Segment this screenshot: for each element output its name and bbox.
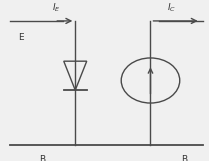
Text: $I_C$: $I_C$ bbox=[167, 2, 176, 14]
Text: E: E bbox=[18, 33, 24, 42]
Text: $I_E$: $I_E$ bbox=[52, 2, 61, 14]
Text: B: B bbox=[39, 155, 45, 161]
Text: B: B bbox=[181, 155, 187, 161]
